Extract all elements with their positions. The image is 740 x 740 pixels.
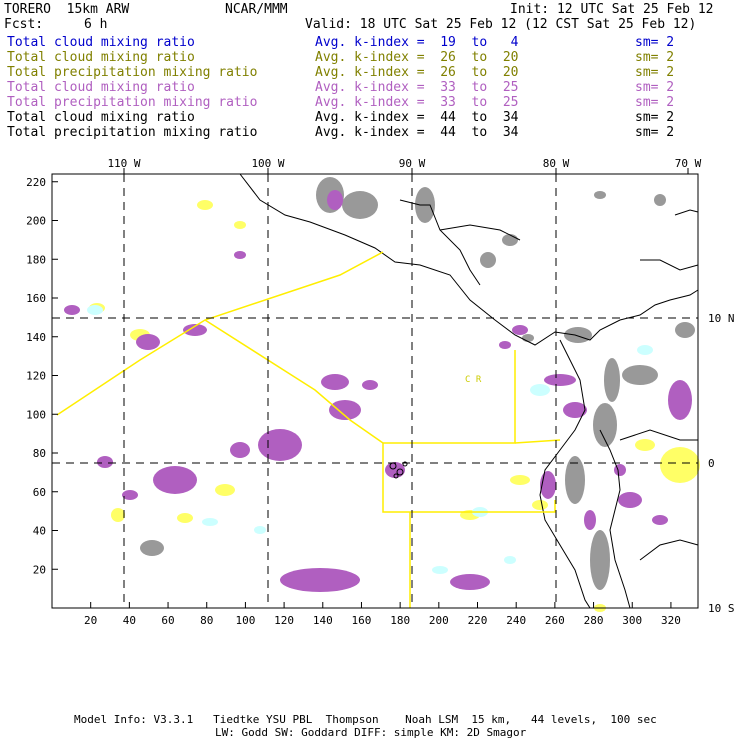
- legend-field: Total cloud mixing ratio: [7, 110, 195, 125]
- legend-field: Total cloud mixing ratio: [7, 80, 195, 95]
- model-title: TORERO 15km ARW: [4, 2, 130, 17]
- plot-frame: [51, 173, 699, 609]
- y-tick-label: 180: [26, 253, 46, 266]
- valid-time: Valid: 18 UTC Sat 25 Feb 12 (12 CST Sat …: [305, 17, 697, 32]
- x-tick-label: 260: [545, 614, 565, 627]
- latitude-label: 10 N: [708, 312, 735, 325]
- y-tick-label: 220: [26, 176, 46, 189]
- x-tick-label: 40: [123, 614, 136, 627]
- x-tick-label: 100: [235, 614, 255, 627]
- latitude-labels: 10 N 0 10 S: [708, 312, 735, 615]
- x-tick-label: 20: [84, 614, 97, 627]
- longitude-label: 110 W: [107, 157, 140, 170]
- x-axis-ticks: 20 40 60 80 100 120 140 160 180 200 220 240 260 280 30…: [84, 602, 681, 627]
- legend-sm: sm= 2: [635, 50, 675, 65]
- y-tick-label: 100: [26, 408, 46, 421]
- x-tick-label: 160: [352, 614, 372, 627]
- y-tick-label: 160: [26, 292, 46, 305]
- legend-row: Total cloud mixing ratio Avg. k-index = 3…: [0, 80, 740, 95]
- forecast-value: 6 h: [84, 17, 108, 32]
- legend-row: Total precipitation mixing ratio Avg. k-i…: [0, 95, 740, 110]
- legend-kindex: Avg. k-index = 26 to 20: [315, 50, 519, 65]
- legend-field: Total precipitation mixing ratio: [7, 65, 258, 80]
- longitude-label: 80 W: [543, 157, 570, 170]
- legend-field: Total cloud mixing ratio: [7, 35, 195, 50]
- graticule: [52, 174, 698, 608]
- y-tick-label: 140: [26, 331, 46, 344]
- latitude-label: 0: [708, 457, 715, 470]
- y-tick-label: 200: [26, 215, 46, 228]
- init-time: Init: 12 UTC Sat 25 Feb 12: [510, 2, 714, 17]
- legend-kindex: Avg. k-index = 33 to 25: [315, 80, 519, 95]
- legend-kindex: Avg. k-index = 19 to 4: [315, 35, 519, 50]
- legend-row: Total cloud mixing ratio Avg. k-index = 1…: [0, 35, 740, 50]
- legend-kindex: Avg. k-index = 26 to 20: [315, 65, 519, 80]
- legend-row: Total cloud mixing ratio Avg. k-index = 2…: [0, 50, 740, 65]
- legend-sm: sm= 2: [635, 80, 675, 95]
- longitude-label: 70 W: [675, 157, 702, 170]
- region-label: C R: [465, 375, 482, 385]
- y-tick-label: 120: [26, 370, 46, 383]
- coastlines: [239, 173, 699, 609]
- legend-row: Total precipitation mixing ratio Avg. k-i…: [0, 125, 740, 140]
- legend-kindex: Avg. k-index = 44 to 34: [315, 125, 519, 140]
- x-tick-label: 220: [468, 614, 488, 627]
- legend-sm: sm= 2: [635, 35, 675, 50]
- center-name: NCAR/MMM: [225, 2, 288, 17]
- x-tick-label: 120: [274, 614, 294, 627]
- x-tick-label: 300: [622, 614, 642, 627]
- x-tick-label: 80: [200, 614, 213, 627]
- legend-sm: sm= 2: [635, 65, 675, 80]
- legend-sm: sm= 2: [635, 95, 675, 110]
- model-info-line2: LW: Godd SW: Goddard DIFF: simple KM: 2D…: [215, 726, 527, 739]
- boundary-lines: [56, 251, 561, 608]
- x-tick-label: 180: [390, 614, 410, 627]
- legend-sm: sm= 2: [635, 125, 675, 140]
- legend-field: Total precipitation mixing ratio: [7, 125, 258, 140]
- legend-field: Total cloud mixing ratio: [7, 50, 195, 65]
- y-axis-ticks: 220 200 180 160 140 120 100 80 60 40 20: [26, 176, 58, 576]
- longitude-label: 90 W: [399, 157, 426, 170]
- legend-kindex: Avg. k-index = 33 to 25: [315, 95, 519, 110]
- forecast-label: Fcst:: [4, 17, 44, 32]
- x-tick-label: 280: [584, 614, 604, 627]
- cloud-shading: [64, 177, 700, 612]
- longitude-label: 100 W: [251, 157, 284, 170]
- x-tick-label: 320: [661, 614, 681, 627]
- legend-field: Total precipitation mixing ratio: [7, 95, 258, 110]
- longitude-labels: 110 W 100 W 90 W 80 W 70 W: [107, 157, 702, 174]
- legend-sm: sm= 2: [635, 110, 675, 125]
- legend-kindex: Avg. k-index = 44 to 34: [315, 110, 519, 125]
- x-tick-label: 60: [161, 614, 174, 627]
- legend-row: Total precipitation mixing ratio Avg. k-i…: [0, 65, 740, 80]
- latitude-label: 10 S: [708, 602, 735, 615]
- y-tick-label: 60: [33, 486, 46, 499]
- model-info-line1: Model Info: V3.3.1 Tiedtke YSU PBL Thomp…: [74, 713, 657, 726]
- y-tick-label: 20: [33, 563, 46, 576]
- y-tick-label: 80: [33, 447, 46, 460]
- legend-row: Total cloud mixing ratio Avg. k-index = 4…: [0, 110, 740, 125]
- x-tick-label: 140: [313, 614, 333, 627]
- x-tick-label: 240: [506, 614, 526, 627]
- y-tick-label: 40: [33, 525, 46, 538]
- x-tick-label: 200: [429, 614, 449, 627]
